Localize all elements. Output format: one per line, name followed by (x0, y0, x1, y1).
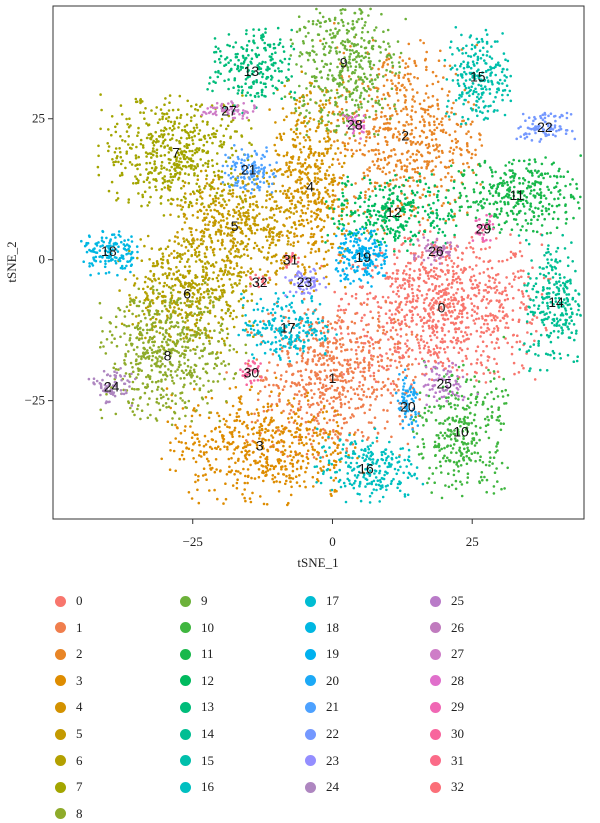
cluster-label-13: 13 (244, 63, 260, 79)
cluster-label-19: 19 (355, 249, 371, 265)
cluster-26-points (413, 236, 460, 266)
cluster-label-8: 8 (164, 348, 172, 364)
cluster-5-points (166, 167, 330, 287)
cluster-label-5: 5 (231, 218, 239, 234)
cluster-11-points (447, 154, 582, 235)
cluster-label-24: 24 (104, 379, 120, 395)
cluster-16-points (313, 427, 425, 504)
cluster-19-points (334, 227, 389, 288)
cluster-label-23: 23 (297, 274, 313, 290)
cluster-label-25: 25 (436, 376, 452, 392)
cluster-22-points (515, 111, 577, 143)
cluster-14-points (517, 233, 582, 373)
y-tick-label: 0 (39, 252, 46, 267)
cluster-label-27: 27 (221, 102, 237, 118)
cluster-27-points (200, 100, 257, 120)
cluster-label-11: 11 (510, 187, 525, 203)
cluster-7-points (96, 93, 256, 218)
cluster-17-points (237, 291, 338, 363)
cluster-label-32: 32 (252, 274, 268, 290)
cluster-4-points (266, 70, 357, 294)
y-tick-label: −25 (25, 393, 45, 408)
cluster-31-points (284, 251, 300, 269)
cluster-3-points (160, 376, 365, 507)
cluster-label-4: 4 (306, 178, 314, 194)
cluster-label-22: 22 (537, 119, 553, 135)
cluster-30-points (239, 359, 263, 387)
cluster-label-20: 20 (400, 398, 416, 414)
cluster-2-points (319, 21, 484, 236)
cluster-13-points (206, 26, 297, 115)
cluster-21-points (221, 144, 278, 195)
cluster-1-points (225, 297, 421, 459)
cluster-label-1: 1 (329, 370, 337, 386)
cluster-label-9: 9 (340, 54, 348, 70)
x-tick-label: 0 (329, 534, 336, 549)
cluster-label-29: 29 (476, 221, 492, 237)
cluster-label-15: 15 (470, 68, 486, 84)
cluster-label-14: 14 (548, 294, 564, 310)
cluster-label-2: 2 (401, 128, 409, 144)
cluster-label-12: 12 (386, 204, 402, 220)
cluster-label-6: 6 (183, 286, 191, 302)
cluster-18-points (79, 229, 139, 277)
y-tick-label: 25 (32, 111, 45, 126)
x-tick-label: 25 (466, 534, 479, 549)
cluster-32-points (249, 273, 271, 289)
scatter-points (79, 7, 582, 507)
cluster-label-0: 0 (438, 300, 446, 316)
cluster-label-18: 18 (101, 243, 117, 259)
cluster-6-points (117, 233, 255, 355)
cluster-20-points (394, 368, 420, 439)
cluster-24-points (87, 366, 137, 407)
x-tick-label: −25 (183, 534, 203, 549)
cluster-label-10: 10 (453, 424, 469, 440)
cluster-8-points (98, 281, 248, 427)
cluster-label-3: 3 (256, 438, 264, 454)
plot-frame (52, 5, 585, 520)
cluster-28-points (342, 113, 366, 140)
cluster-label-16: 16 (358, 460, 374, 476)
cluster-label-26: 26 (428, 243, 444, 259)
x-axis-title: tSNE_1 (297, 555, 338, 570)
cluster-label-7: 7 (172, 145, 180, 161)
cluster-15-points (443, 25, 513, 126)
cluster-23-points (284, 267, 328, 297)
cluster-label-21: 21 (241, 161, 257, 177)
cluster-0-points (320, 223, 552, 411)
cluster-9-points (283, 7, 407, 138)
cluster-label-31: 31 (283, 252, 299, 268)
cluster-29-points (471, 213, 495, 243)
cluster-label-28: 28 (347, 116, 363, 132)
cluster-label-30: 30 (244, 364, 260, 380)
cluster-label-17: 17 (280, 319, 296, 335)
y-axis-title: tSNE_2 (4, 241, 19, 282)
